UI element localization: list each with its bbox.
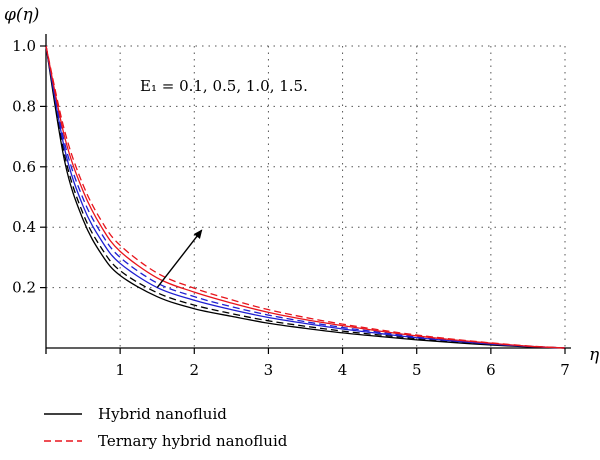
y-tick-label: 0.4 bbox=[12, 218, 36, 236]
y-axis-label: φ(η) bbox=[4, 5, 39, 25]
trend-arrow-line bbox=[156, 229, 203, 289]
y-tick-label: 0.8 bbox=[12, 97, 36, 115]
legend-label-1: Hybrid nanofluid bbox=[98, 405, 227, 423]
x-tick-label: 6 bbox=[486, 361, 496, 379]
x-tick-label: 7 bbox=[560, 361, 570, 379]
x-tick-label: 1 bbox=[115, 361, 125, 379]
x-tick-label: 3 bbox=[264, 361, 274, 379]
axes bbox=[45, 34, 571, 354]
x-axis-label: η bbox=[589, 345, 600, 365]
legend-label-2: Ternary hybrid nanofluid bbox=[98, 432, 288, 450]
x-tick-label: 2 bbox=[190, 361, 200, 379]
y-tick-label: 0.6 bbox=[12, 158, 36, 176]
trend-arrow bbox=[156, 229, 203, 289]
series-line-1 bbox=[45, 45, 566, 349]
y-tick-label: 1.0 bbox=[12, 37, 36, 55]
series-group bbox=[45, 45, 566, 349]
y-tick-label: 0.2 bbox=[12, 279, 36, 297]
series-line-2 bbox=[45, 45, 566, 349]
legend: Hybrid nanofluid Ternary hybrid nanofluid bbox=[44, 405, 288, 450]
x-tick-label: 5 bbox=[412, 361, 422, 379]
x-tick-label: 4 bbox=[338, 361, 348, 379]
parameter-annotation: E₁ = 0.1, 0.5, 1.0, 1.5. bbox=[140, 77, 308, 95]
tick-labels: 1 2 3 4 5 6 7 0.2 0.4 0.6 0.8 1.0 bbox=[12, 37, 570, 379]
series-line-6 bbox=[45, 45, 566, 349]
gridlines bbox=[46, 45, 566, 348]
